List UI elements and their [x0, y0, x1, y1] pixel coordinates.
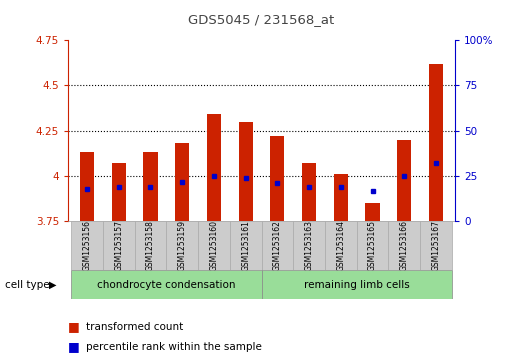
- Bar: [134, 221, 166, 270]
- Text: GSM1253164: GSM1253164: [336, 220, 345, 272]
- Text: GDS5045 / 231568_at: GDS5045 / 231568_at: [188, 13, 335, 26]
- Text: GSM1253166: GSM1253166: [400, 220, 409, 272]
- Bar: [302, 163, 316, 221]
- Bar: [103, 221, 134, 270]
- Bar: [80, 152, 94, 221]
- Bar: [366, 203, 380, 221]
- Bar: [230, 221, 262, 270]
- Bar: [262, 221, 293, 270]
- Text: remaining limb cells: remaining limb cells: [304, 280, 410, 290]
- Bar: [270, 136, 285, 221]
- Text: GSM1253158: GSM1253158: [146, 220, 155, 272]
- Text: GSM1253167: GSM1253167: [431, 220, 440, 272]
- Text: GSM1253160: GSM1253160: [209, 220, 219, 272]
- Text: GSM1253163: GSM1253163: [304, 220, 314, 272]
- Bar: [207, 114, 221, 221]
- Text: percentile rank within the sample: percentile rank within the sample: [86, 342, 262, 352]
- Bar: [293, 221, 325, 270]
- Bar: [334, 174, 348, 221]
- Text: GSM1253161: GSM1253161: [241, 220, 250, 272]
- Text: chondrocyte condensation: chondrocyte condensation: [97, 280, 235, 290]
- Bar: [198, 221, 230, 270]
- Bar: [71, 270, 262, 299]
- Text: GSM1253162: GSM1253162: [273, 220, 282, 272]
- Bar: [325, 221, 357, 270]
- Text: ■: ■: [68, 340, 79, 353]
- Text: GSM1253157: GSM1253157: [114, 220, 123, 272]
- Text: ■: ■: [68, 320, 79, 333]
- Bar: [111, 163, 126, 221]
- Bar: [262, 270, 452, 299]
- Bar: [175, 143, 189, 221]
- Bar: [429, 64, 443, 221]
- Text: GSM1253156: GSM1253156: [83, 220, 92, 272]
- Bar: [420, 221, 452, 270]
- Bar: [397, 140, 412, 221]
- Bar: [143, 152, 157, 221]
- Bar: [238, 122, 253, 221]
- Bar: [166, 221, 198, 270]
- Text: GSM1253165: GSM1253165: [368, 220, 377, 272]
- Text: ▶: ▶: [49, 280, 56, 290]
- Text: cell type: cell type: [5, 280, 50, 290]
- Bar: [357, 221, 389, 270]
- Bar: [71, 221, 103, 270]
- Bar: [389, 221, 420, 270]
- Text: transformed count: transformed count: [86, 322, 184, 332]
- Text: GSM1253159: GSM1253159: [178, 220, 187, 272]
